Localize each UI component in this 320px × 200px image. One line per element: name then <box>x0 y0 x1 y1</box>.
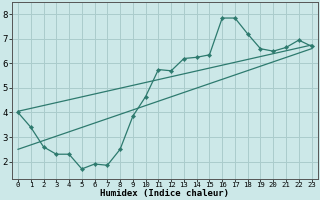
X-axis label: Humidex (Indice chaleur): Humidex (Indice chaleur) <box>100 189 229 198</box>
